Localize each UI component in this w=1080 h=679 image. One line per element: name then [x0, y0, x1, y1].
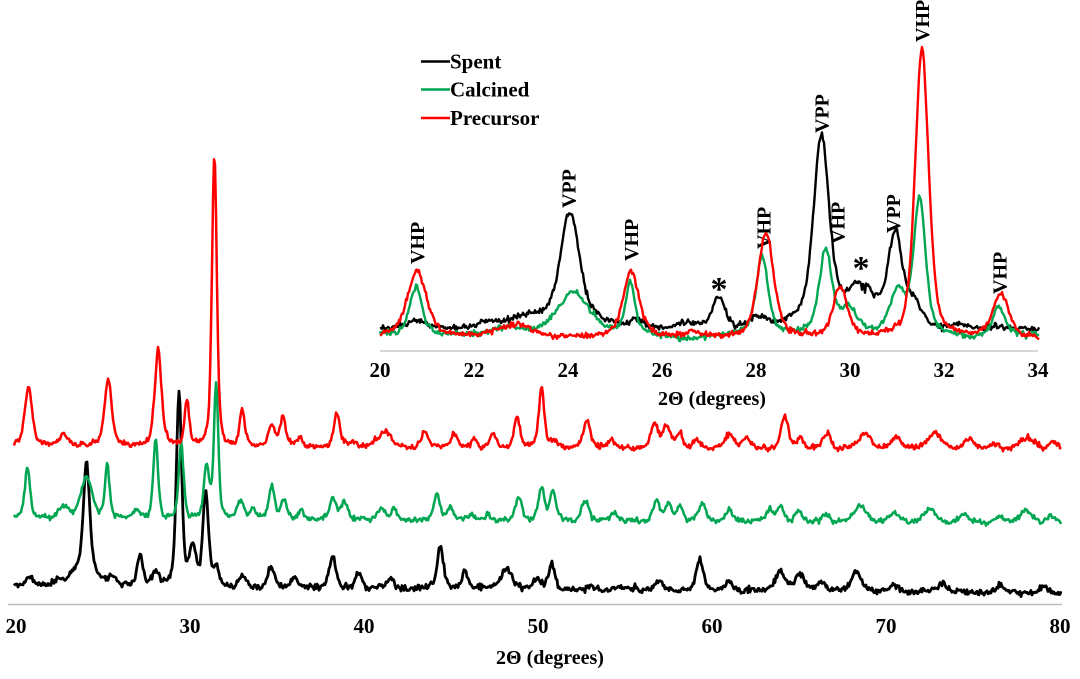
- svg-text:20: 20: [6, 614, 27, 638]
- svg-text:80: 80: [1050, 614, 1071, 638]
- svg-text:VPP: VPP: [883, 194, 905, 233]
- svg-text:VHP: VHP: [621, 219, 643, 261]
- svg-text:VHP: VHP: [990, 252, 1012, 294]
- svg-text:VPP: VPP: [811, 94, 833, 133]
- svg-text:2Θ (degrees): 2Θ (degrees): [496, 647, 604, 669]
- svg-text:VHP: VHP: [754, 207, 776, 249]
- svg-text:50: 50: [528, 614, 549, 638]
- svg-text:22: 22: [464, 358, 485, 382]
- svg-text:28: 28: [746, 358, 767, 382]
- svg-text:26: 26: [652, 358, 673, 382]
- svg-text:VHP: VHP: [912, 0, 934, 42]
- svg-text:2Θ (degrees): 2Θ (degrees): [658, 388, 766, 410]
- svg-text:24: 24: [558, 358, 580, 382]
- svg-text:*: *: [853, 250, 870, 287]
- svg-text:VPP: VPP: [559, 169, 581, 208]
- svg-text:VHP: VHP: [407, 222, 429, 264]
- svg-text:40: 40: [354, 614, 375, 638]
- svg-text:34: 34: [1028, 358, 1050, 382]
- svg-text:Spent: Spent: [450, 50, 501, 74]
- svg-text:60: 60: [702, 614, 723, 638]
- svg-text:Precursor: Precursor: [450, 106, 539, 130]
- svg-text:*: *: [711, 271, 728, 308]
- svg-text:20: 20: [370, 358, 391, 382]
- svg-text:Calcined: Calcined: [450, 78, 530, 102]
- svg-text:30: 30: [180, 614, 201, 638]
- svg-text:32: 32: [934, 358, 955, 382]
- svg-text:30: 30: [840, 358, 861, 382]
- svg-text:70: 70: [876, 614, 897, 638]
